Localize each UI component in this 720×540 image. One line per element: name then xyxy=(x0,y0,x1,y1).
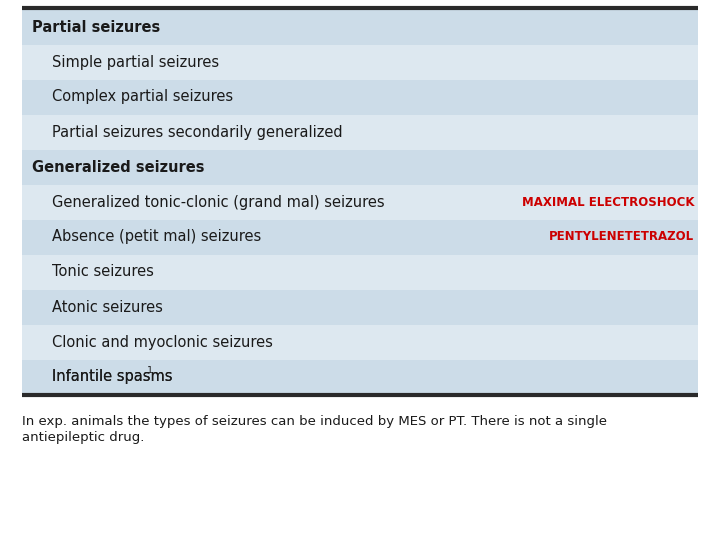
Text: Infantile spasms: Infantile spasms xyxy=(52,369,173,384)
Text: MAXIMAL ELECTROSHOCK: MAXIMAL ELECTROSHOCK xyxy=(521,195,694,208)
Text: Generalized seizures: Generalized seizures xyxy=(32,159,204,174)
Text: PENTYLENETETRAZOL: PENTYLENETETRAZOL xyxy=(549,231,694,244)
Bar xyxy=(22,114,698,150)
Text: Simple partial seizures: Simple partial seizures xyxy=(52,55,219,70)
Text: Partial seizures: Partial seizures xyxy=(32,19,161,35)
Bar xyxy=(22,185,698,219)
Text: In exp. animals the types of seizures can be induced by MES or PT. There is not : In exp. animals the types of seizures ca… xyxy=(22,415,607,428)
Text: Atonic seizures: Atonic seizures xyxy=(52,300,163,314)
Bar xyxy=(22,44,698,79)
Text: Generalized tonic-clonic (grand mal) seizures: Generalized tonic-clonic (grand mal) sei… xyxy=(52,194,384,210)
Text: Tonic seizures: Tonic seizures xyxy=(52,265,154,280)
Bar xyxy=(22,360,698,395)
Text: Clonic and myoclonic seizures: Clonic and myoclonic seizures xyxy=(52,334,273,349)
Text: Infantile spasms: Infantile spasms xyxy=(52,369,173,384)
Text: Partial seizures secondarily generalized: Partial seizures secondarily generalized xyxy=(52,125,343,139)
Text: antiepileptic drug.: antiepileptic drug. xyxy=(22,430,145,443)
Bar xyxy=(22,79,698,114)
Bar xyxy=(22,219,698,254)
Bar xyxy=(22,325,698,360)
Bar xyxy=(22,289,698,325)
Text: 1: 1 xyxy=(148,366,153,375)
Bar xyxy=(22,10,698,44)
Bar xyxy=(22,254,698,289)
Text: Absence (petit mal) seizures: Absence (petit mal) seizures xyxy=(52,230,261,245)
Bar xyxy=(22,150,698,185)
Text: Complex partial seizures: Complex partial seizures xyxy=(52,90,233,105)
